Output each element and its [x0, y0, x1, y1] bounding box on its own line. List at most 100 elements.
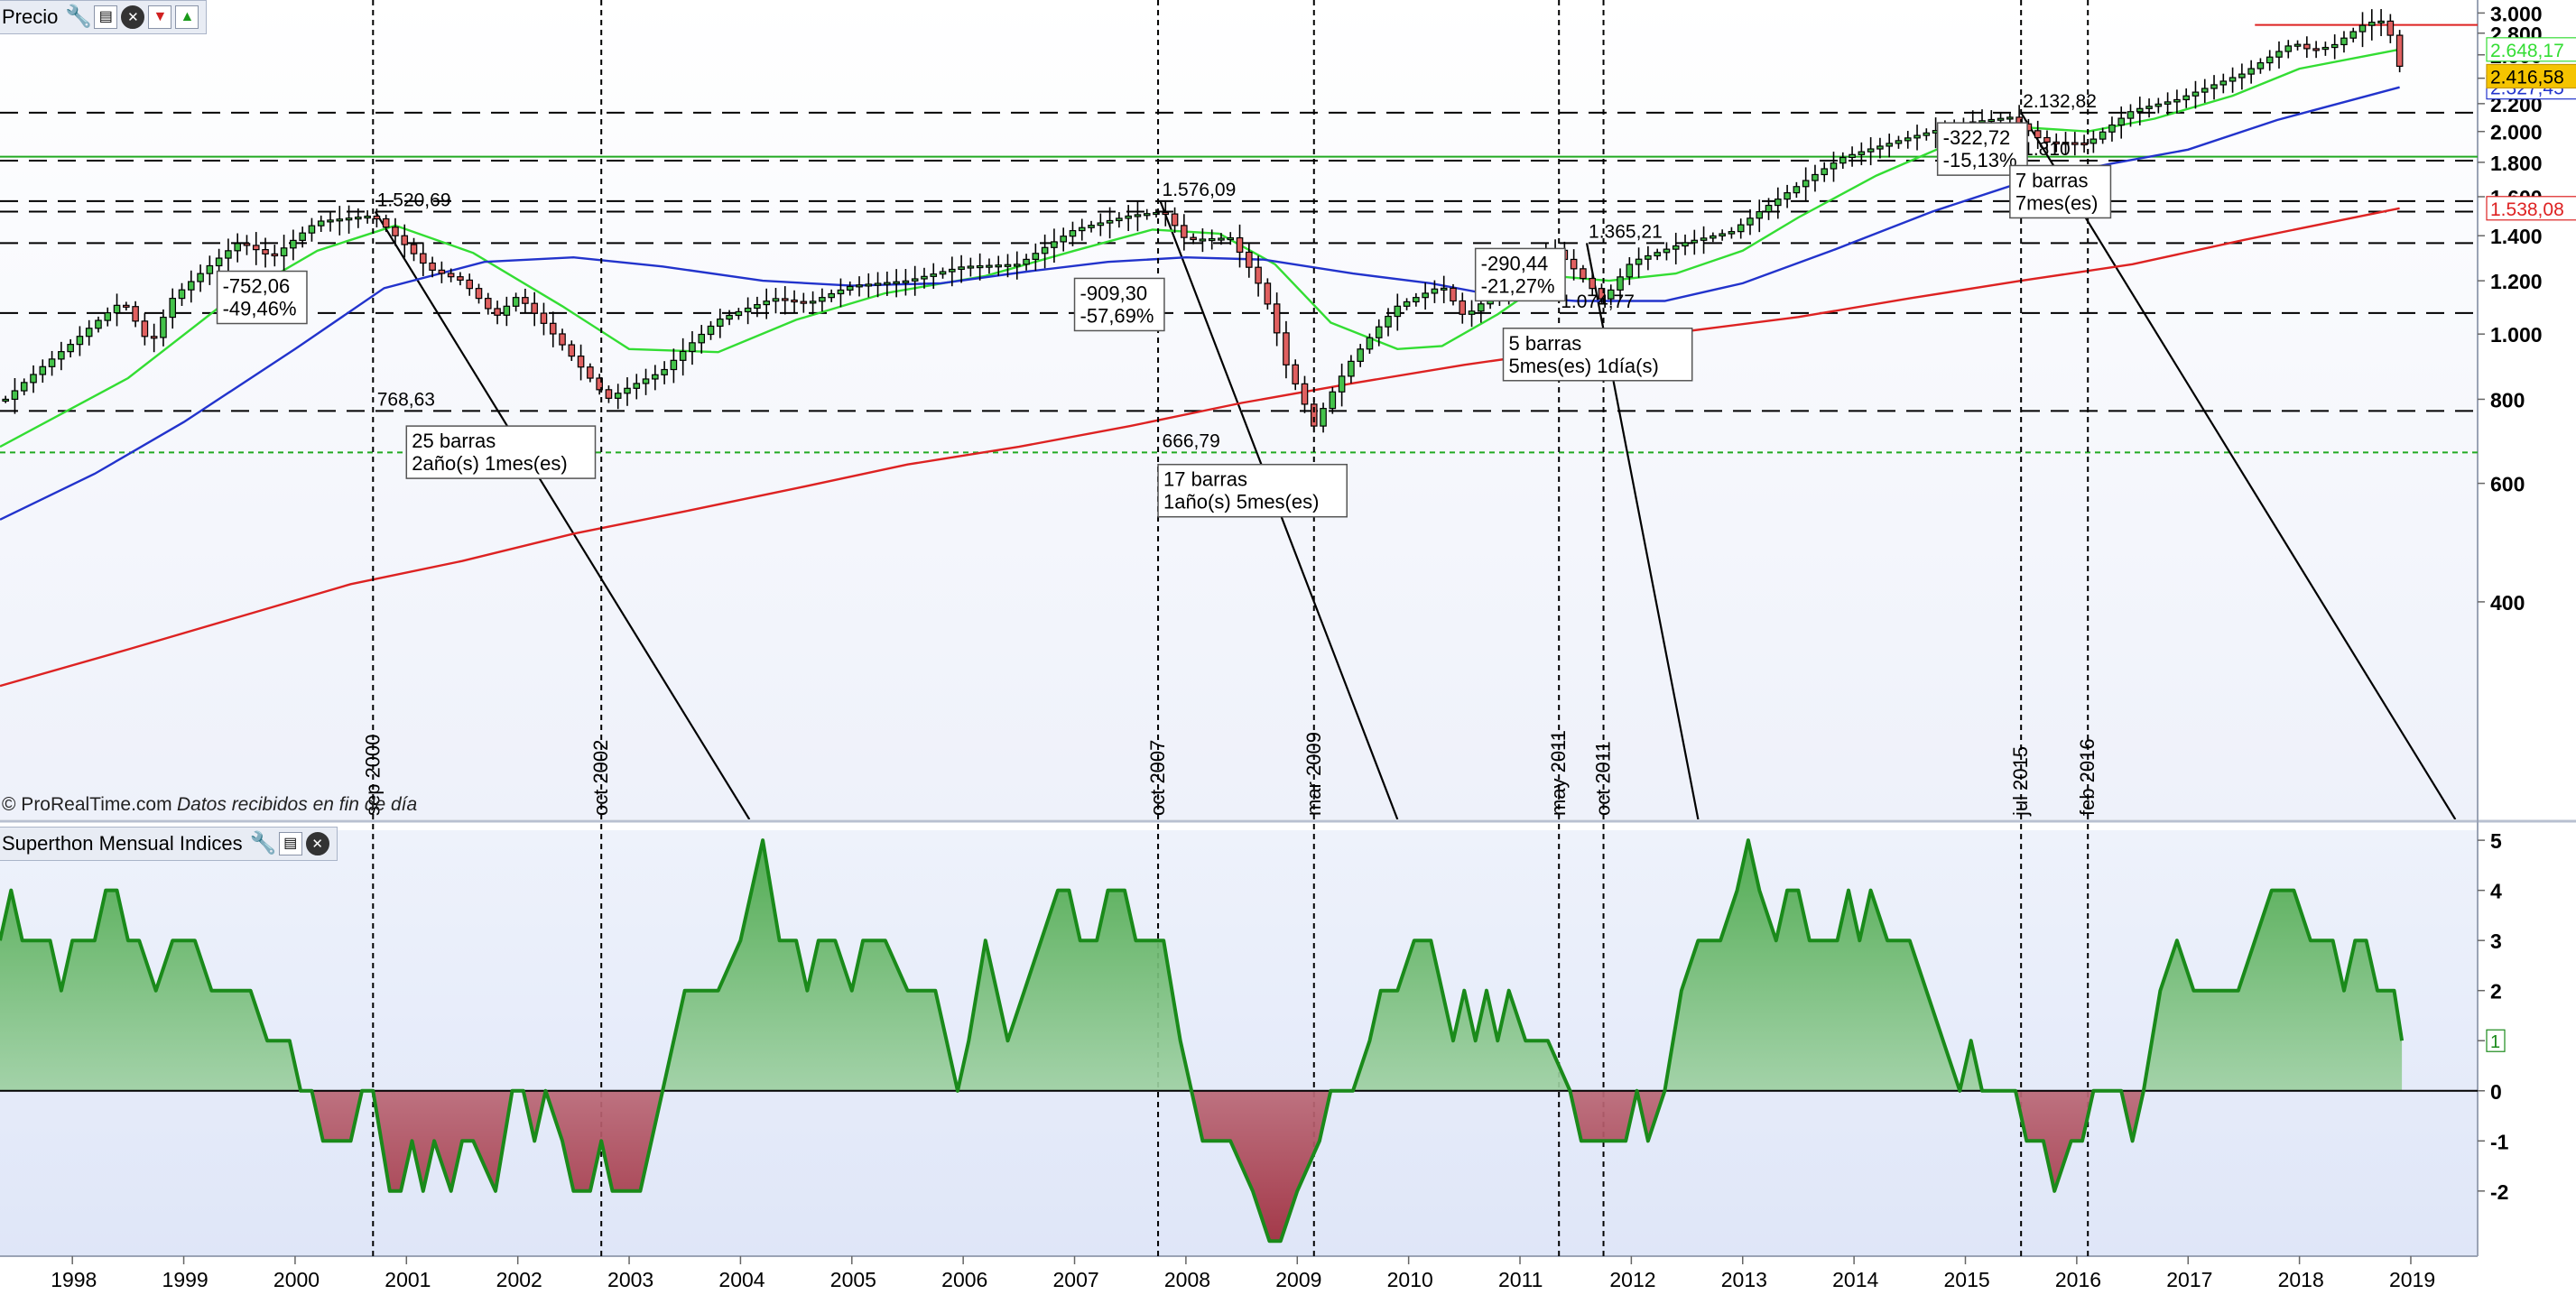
candle-body-69 [642, 378, 650, 384]
candle-body-33 [308, 225, 316, 234]
candle-body-95 [884, 282, 891, 285]
candle-body-42 [392, 227, 399, 236]
candle-body-159 [1478, 303, 1485, 312]
price-tick-label-10: 1.000 [2490, 323, 2543, 347]
candle-body-247 [2293, 43, 2302, 47]
candle-body-234 [2173, 98, 2181, 103]
time-tick-label-2: 2000 [273, 1268, 320, 1291]
time-tick-label-18: 2016 [2055, 1268, 2101, 1291]
vertical-marker-label-4: may 2011 [1547, 730, 1570, 816]
candle-body-108 [1004, 264, 1012, 267]
candle-body-188 [1747, 217, 1754, 226]
candle-body-226 [2099, 131, 2107, 140]
indicator-last-value-box [2486, 1029, 2506, 1052]
candle-body-27 [252, 245, 260, 251]
candle-body-150 [1394, 305, 1402, 318]
time-tick-label-11: 2009 [1275, 1268, 1321, 1291]
indicator-tick-label-6: -1 [2490, 1130, 2509, 1153]
value-label-5: 1.074,77 [1561, 291, 1635, 312]
candle-body-257 [2386, 20, 2395, 36]
candle-body-198 [1839, 156, 1847, 164]
candle-body-229 [2127, 111, 2135, 119]
vertical-marker-label-7: feb 2016 [2076, 738, 2099, 816]
close-icon[interactable]: ✕ [121, 5, 145, 29]
candle-body-169 [1570, 258, 1578, 270]
candle-body-171 [1589, 277, 1596, 290]
indicator-last-value-tag: 1 [2490, 1032, 2500, 1052]
annotation-text-2-1: -57,69% [1080, 304, 1154, 327]
candle-body-143 [1329, 391, 1337, 410]
vertical-marker-label-0: sep 2000 [361, 734, 384, 816]
close-icon[interactable]: ✕ [305, 832, 329, 855]
vertical-marker-label-1: oct 2002 [589, 740, 612, 816]
candle-body-102 [949, 268, 956, 273]
candle-body-137 [1273, 303, 1281, 334]
candle-body-99 [921, 275, 928, 280]
candle-body-130 [1208, 237, 1216, 242]
candle-body-251 [2330, 43, 2339, 49]
candle-body-34 [317, 220, 325, 227]
candle-body-117 [1088, 225, 1095, 228]
candle-body-128 [1190, 236, 1197, 241]
annotation-text-7-0: 7 barras [2015, 169, 2089, 191]
time-tick-label-12: 2010 [1387, 1268, 1433, 1291]
candle-body-11 [104, 312, 112, 321]
price-tick-label-11: 800 [2490, 388, 2525, 412]
candle-body-249 [2312, 48, 2320, 51]
annotation-box-3 [1157, 463, 1348, 518]
candle-body-15 [141, 320, 149, 338]
window-icon[interactable]: ▤ [278, 832, 302, 855]
time-tick-label-20: 2018 [2278, 1268, 2324, 1291]
candle-body-215 [1997, 117, 2005, 121]
annotation-text-6-0: -322,72 [1943, 126, 2011, 149]
price-tick-label-5: 2.000 [2490, 121, 2543, 144]
time-tick-label-7: 2005 [830, 1268, 876, 1291]
candle-body-28 [262, 249, 269, 254]
value-label-0: 1.520,69 [377, 190, 451, 210]
candle-body-38 [355, 217, 362, 220]
candle-body-155 [1440, 287, 1448, 291]
candle-body-72 [670, 359, 678, 371]
candle-body-21 [197, 273, 204, 282]
move-up-icon[interactable]: ▲ [175, 5, 199, 29]
candle-body-206 [1913, 134, 1921, 139]
candle-body-100 [930, 273, 938, 277]
move-down-icon[interactable]: ▼ [148, 5, 172, 29]
vertical-marker-label-3: mar 2009 [1302, 732, 1325, 816]
candle-body-120 [1116, 217, 1123, 222]
candle-body-101 [939, 271, 947, 275]
candle-body-6 [58, 351, 65, 360]
annotation-box-7 [2009, 164, 2112, 219]
indicator-line [0, 838, 2405, 1244]
candle-body-1 [11, 390, 19, 401]
candle-body-237 [2201, 88, 2209, 93]
annotation-text-1-0: 25 barras [412, 430, 496, 452]
candle-body-202 [1876, 145, 1884, 150]
candle-body-105 [976, 264, 984, 269]
candle-body-173 [1607, 289, 1615, 300]
candle-body-170 [1580, 268, 1587, 280]
candle-body-139 [1292, 364, 1300, 384]
price-tick-label-8: 1.400 [2490, 225, 2543, 248]
candle-body-147 [1366, 337, 1374, 350]
wrench-icon[interactable]: 🔧 [249, 831, 277, 855]
candle-body-87 [809, 301, 817, 304]
candle-body-131 [1218, 237, 1225, 241]
candle-body-149 [1385, 315, 1392, 328]
candle-body-44 [410, 244, 418, 254]
candle-body-144 [1338, 375, 1346, 393]
candle-body-58 [540, 312, 548, 324]
indicator-plot-background [0, 830, 2478, 1256]
candle-body-157 [1459, 300, 1467, 315]
time-tick-label-4: 2002 [496, 1268, 542, 1291]
window-icon[interactable]: ▤ [94, 5, 118, 29]
candle-body-207 [1923, 132, 1931, 136]
wrench-icon[interactable]: 🔧 [65, 5, 93, 29]
candle-body-70 [652, 374, 659, 380]
candle-body-51 [475, 288, 483, 300]
candle-body-154 [1431, 288, 1439, 294]
candle-body-142 [1320, 408, 1327, 427]
time-tick-label-9: 2007 [1053, 1268, 1099, 1291]
candle-body-110 [1023, 258, 1030, 265]
candle-body-244 [2266, 56, 2274, 64]
